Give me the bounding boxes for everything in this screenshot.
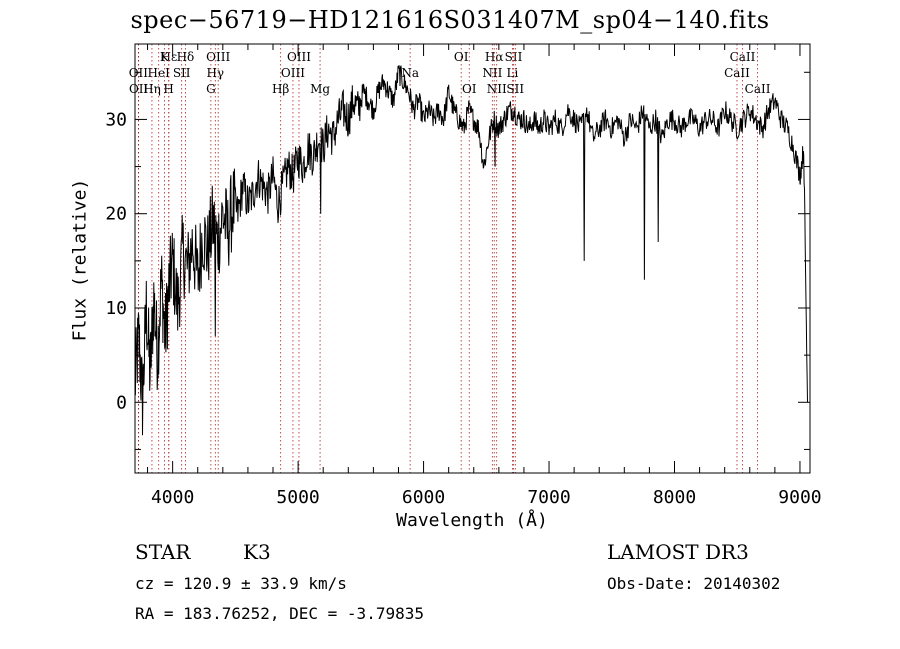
object-subclass: K3 bbox=[243, 540, 271, 564]
line-label-3: OI bbox=[454, 50, 469, 64]
spectrum-trace bbox=[134, 65, 808, 436]
redshift-cz: cz = 120.9 ± 33.9 km/s bbox=[135, 574, 347, 593]
survey-name: LAMOST DR3 bbox=[607, 540, 749, 564]
line-label-27: CaII bbox=[745, 82, 771, 96]
line-label-26: SII bbox=[506, 82, 524, 96]
chart-title: spec−56719−HD121616S031407M_sp04−140.fit… bbox=[130, 6, 770, 34]
line-label-8: K bbox=[160, 50, 170, 64]
line-label-13: OIII bbox=[281, 66, 305, 80]
ra-dec-coordinates: RA = 183.76252, DEC = -3.79835 bbox=[135, 604, 424, 623]
line-label-11: SII bbox=[173, 66, 191, 80]
line-label-20: H bbox=[163, 82, 173, 96]
line-label-23: Mg bbox=[310, 82, 330, 96]
line-label-17: CaII bbox=[724, 66, 750, 80]
y-tick-label-30: 30 bbox=[105, 109, 127, 130]
x-tick-label-4000: 4000 bbox=[151, 487, 194, 508]
line-label-21: G bbox=[206, 82, 216, 96]
y-tick-label-0: 0 bbox=[116, 392, 127, 413]
line-label-16: Li bbox=[506, 66, 518, 80]
line-label-22: Hβ bbox=[272, 82, 289, 96]
x-axis-label: Wavelength (Å) bbox=[396, 510, 548, 531]
y-axis-label: Flux (relative) bbox=[69, 178, 91, 342]
observation-date: Obs-Date: 20140302 bbox=[607, 574, 781, 593]
line-label-25: NII bbox=[487, 82, 507, 96]
line-label-2: OIII bbox=[287, 50, 311, 64]
x-tick-label-8000: 8000 bbox=[653, 487, 696, 508]
x-tick-label-7000: 7000 bbox=[527, 487, 570, 508]
line-label-10: HeI bbox=[148, 66, 171, 80]
y-tick-label-10: 10 bbox=[105, 298, 127, 319]
line-label-0: Hδ bbox=[177, 50, 195, 64]
x-tick-label-9000: 9000 bbox=[778, 487, 821, 508]
plot-frame bbox=[134, 43, 811, 474]
line-label-4: Hα bbox=[485, 50, 504, 64]
object-class: STAR bbox=[135, 540, 191, 564]
line-label-6: CaII bbox=[730, 50, 756, 64]
x-tick-label-6000: 6000 bbox=[402, 487, 445, 508]
line-label-1: OIII bbox=[206, 50, 230, 64]
y-tick-label-20: 20 bbox=[105, 204, 127, 225]
x-tick-label-5000: 5000 bbox=[276, 487, 319, 508]
line-label-5: SII bbox=[505, 50, 523, 64]
line-label-14: Na bbox=[401, 66, 419, 80]
line-label-24: OI bbox=[462, 82, 477, 96]
line-label-12: Hγ bbox=[206, 66, 224, 80]
line-label-19: Hη bbox=[143, 82, 161, 96]
line-label-15: NII bbox=[482, 66, 502, 80]
line-label-18: OII bbox=[129, 82, 149, 96]
